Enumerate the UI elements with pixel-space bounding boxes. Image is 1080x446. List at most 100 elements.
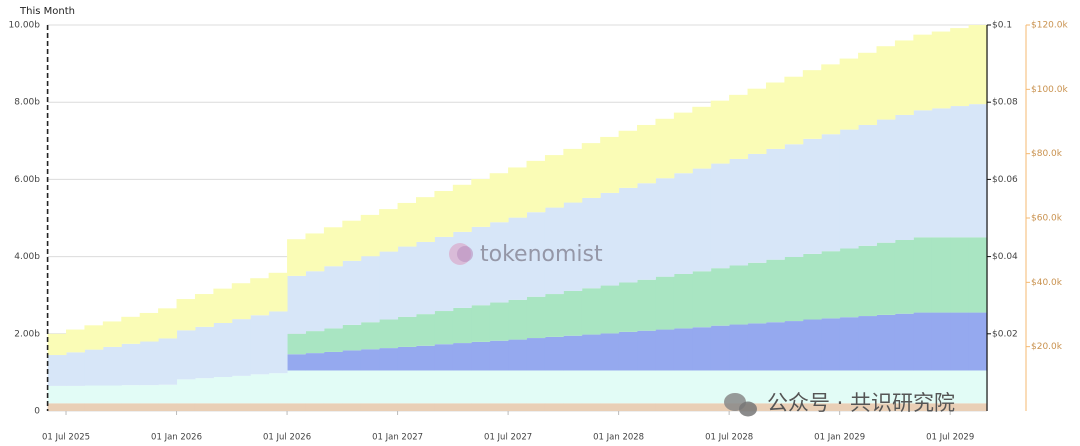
area-step — [508, 299, 528, 340]
y3-tick-label: $120.0k — [1031, 21, 1068, 31]
area-step — [729, 158, 749, 266]
area-step — [508, 370, 528, 404]
area-step — [637, 183, 656, 280]
y3-tick-label: $20.0k — [1031, 342, 1063, 352]
area-step — [710, 403, 730, 411]
area-step — [673, 112, 693, 174]
area-step — [913, 403, 933, 411]
area-step — [655, 118, 675, 179]
area-step — [416, 403, 435, 411]
area-step — [121, 385, 141, 404]
area-step — [618, 282, 638, 332]
area-step — [913, 34, 933, 111]
y2-tick-label: $0.02 — [992, 329, 1018, 339]
area-step — [471, 403, 491, 411]
area-step — [747, 153, 767, 263]
area-step — [655, 403, 675, 411]
area-step — [600, 333, 620, 371]
area-step — [710, 163, 730, 269]
area-step — [66, 329, 85, 353]
area-step — [894, 313, 914, 371]
area-step — [250, 374, 270, 404]
area-step — [729, 265, 749, 325]
area-step — [360, 349, 380, 371]
area-step — [66, 385, 85, 404]
area-step — [950, 403, 970, 411]
area-step — [600, 285, 620, 334]
area-step — [287, 370, 306, 404]
area-step — [876, 242, 896, 315]
area-step — [158, 308, 178, 339]
area-step — [581, 370, 601, 404]
area-step — [618, 331, 638, 371]
area-step — [287, 354, 306, 371]
area-step — [305, 370, 325, 404]
area-step — [434, 370, 454, 404]
x-tick-label: 01 Jan 2027 — [372, 433, 423, 443]
area-step — [784, 256, 804, 322]
area-step — [139, 403, 159, 411]
area-step — [618, 370, 638, 404]
area-step — [47, 385, 67, 404]
area-step — [821, 318, 841, 371]
area-step — [600, 136, 620, 193]
area-step — [839, 403, 859, 411]
area-step — [66, 403, 85, 411]
area-step — [747, 323, 767, 371]
y-tick-label: 2.00b — [14, 329, 40, 339]
area-step — [563, 148, 583, 203]
area-step — [176, 379, 196, 404]
y2-tick-label: $0.06 — [992, 175, 1018, 185]
area-step — [821, 64, 841, 135]
area-step — [102, 385, 122, 404]
y2-tick-label: $0.04 — [992, 252, 1018, 262]
area-step — [102, 403, 122, 411]
area-step — [397, 202, 417, 247]
area-step — [839, 58, 859, 130]
y-tick-label: 8.00b — [14, 98, 40, 108]
area-step — [526, 296, 546, 339]
area-step — [968, 237, 988, 313]
area-step — [839, 248, 859, 318]
area-step — [821, 370, 841, 404]
area-step — [765, 148, 785, 260]
area-step — [526, 338, 546, 371]
area-step — [655, 276, 675, 330]
area-step — [84, 403, 104, 411]
area-step — [950, 237, 970, 313]
area-step — [765, 370, 785, 404]
area-step — [434, 403, 454, 411]
area-step — [802, 370, 822, 404]
area-step — [600, 192, 620, 286]
y2-tick-label: $0.08 — [992, 98, 1018, 108]
area-step — [692, 271, 712, 328]
area-step — [121, 343, 141, 386]
area-step — [784, 144, 804, 257]
area-step — [489, 403, 509, 411]
area-step — [931, 108, 951, 238]
area-step — [655, 370, 675, 404]
area-step — [231, 403, 251, 411]
area-step — [66, 352, 85, 386]
area-step — [360, 214, 380, 257]
area-step — [673, 273, 693, 329]
area-step — [931, 237, 951, 313]
area-step — [416, 241, 435, 315]
y-tick-label: 4.00b — [14, 252, 40, 262]
area-step — [729, 94, 749, 159]
area-step — [563, 202, 583, 291]
area-step — [784, 321, 804, 371]
area-step — [213, 288, 233, 323]
area-step — [508, 217, 528, 300]
area-step — [858, 245, 877, 317]
x-tick-label: 01 Jul 2029 — [926, 433, 974, 443]
source-badge: 公众号 · 共识研究院 — [767, 391, 955, 415]
area-step — [526, 370, 546, 404]
area-step — [176, 403, 196, 411]
area-step — [858, 52, 877, 125]
area-step — [913, 110, 933, 238]
area-step — [452, 307, 472, 344]
area-step — [526, 403, 546, 411]
